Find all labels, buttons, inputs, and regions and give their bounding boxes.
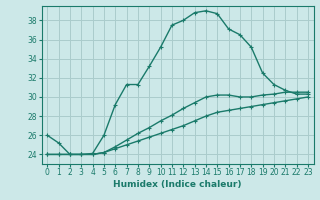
X-axis label: Humidex (Indice chaleur): Humidex (Indice chaleur) — [113, 180, 242, 189]
